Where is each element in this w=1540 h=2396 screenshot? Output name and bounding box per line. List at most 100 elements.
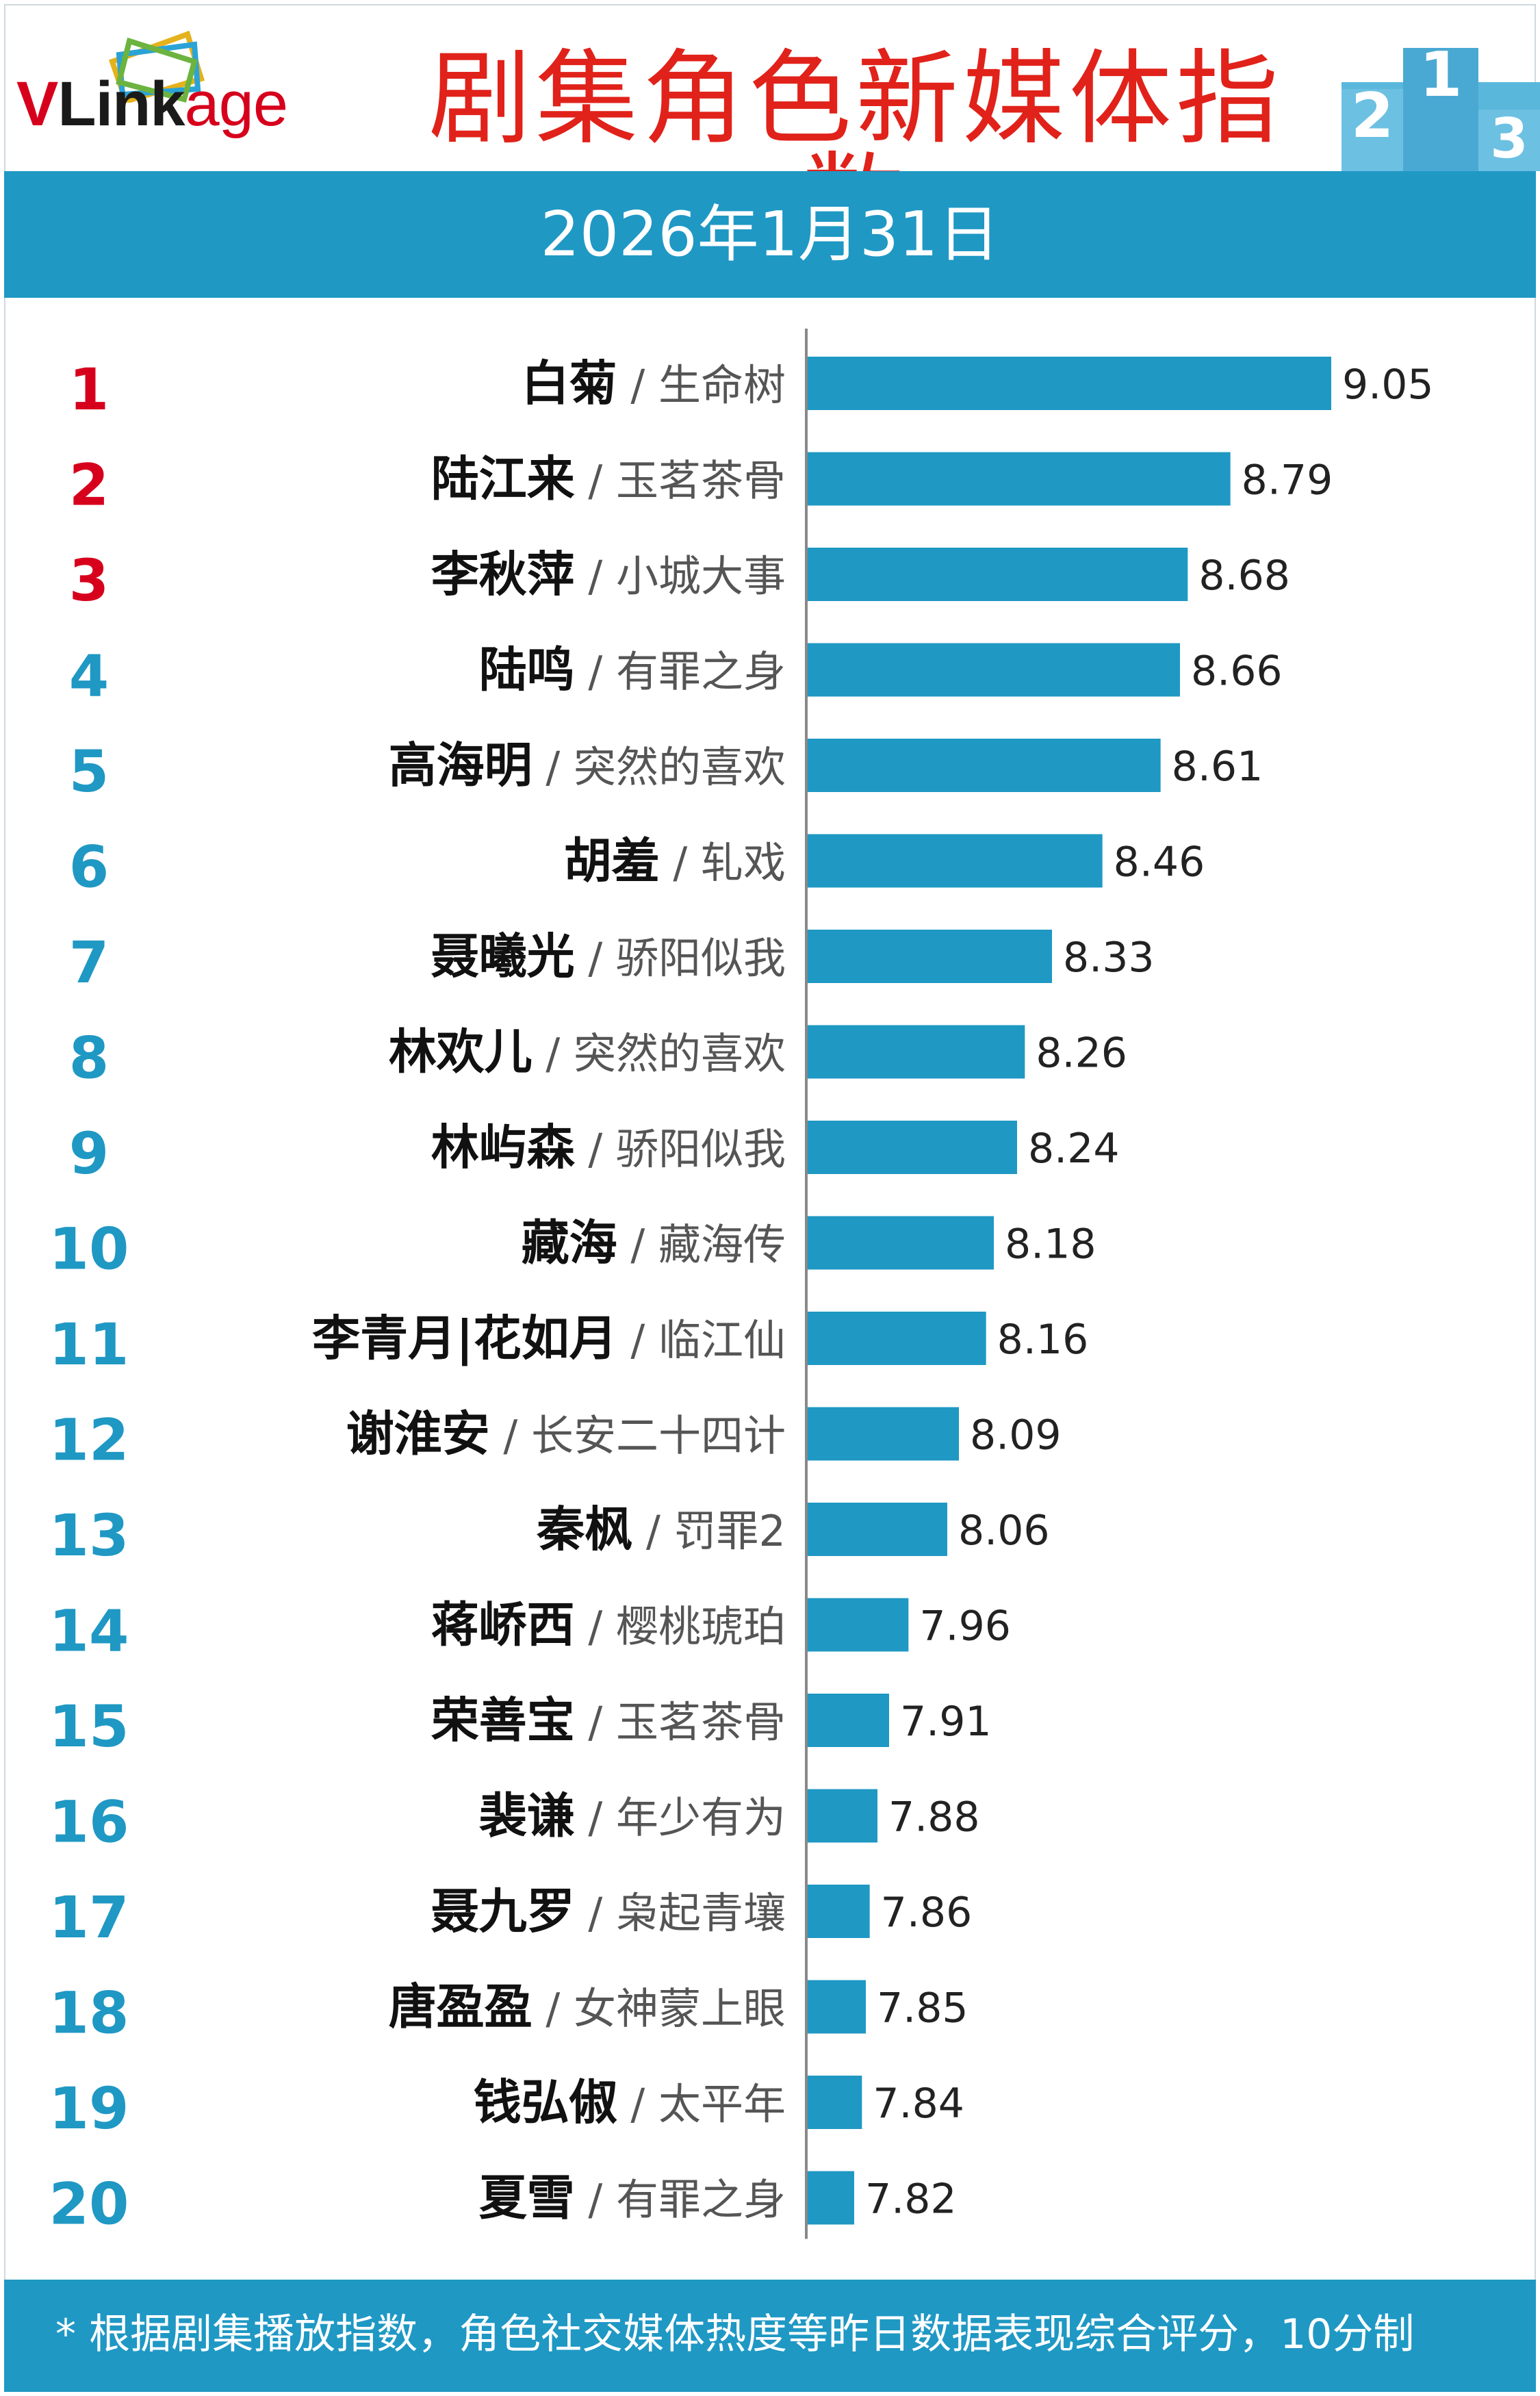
character-name: 谢淮安 (346, 1406, 490, 1462)
drama-name: / 生命树 (617, 360, 786, 410)
character-name: 蒋峤西 (431, 1597, 575, 1653)
drama-name: / 玉茗茶骨 (575, 456, 786, 506)
bar-label: 聂九罗 / 枭起青壤 (431, 1883, 786, 1939)
rank-number: 19 (49, 2075, 129, 2142)
value-label: 8.09 (970, 1412, 1062, 1460)
date-banner: 2026年1月31日 (4, 171, 1536, 298)
bar (808, 548, 1188, 601)
drama-name: / 太平年 (617, 2079, 786, 2129)
logo-cards-icon (108, 30, 205, 103)
bar (808, 357, 1331, 410)
bar-label: 夏雪 / 有罪之身 (479, 2170, 786, 2226)
rank-number: 7 (69, 929, 109, 996)
character-name: 裴谦 (479, 1788, 575, 1844)
bar-label: 蒋峤西 / 樱桃琥珀 (431, 1597, 786, 1653)
bar-label: 秦枫 / 罚罪2 (536, 1501, 786, 1557)
bar-label: 裴谦 / 年少有为 (479, 1788, 786, 1844)
drama-name: / 有罪之身 (575, 647, 786, 697)
bar-label: 高海明 / 突然的喜欢 (389, 737, 786, 793)
drama-name: / 玉茗茶骨 (575, 1697, 786, 1747)
bar (808, 834, 1103, 888)
svg-text:1: 1 (1420, 39, 1463, 111)
character-name: 李秋萍 (431, 546, 575, 602)
drama-name: / 突然的喜欢 (532, 742, 786, 792)
drama-name: / 女神蒙上眼 (532, 1984, 786, 2034)
value-label: 7.96 (919, 1603, 1011, 1651)
footer-note: * 根据剧集播放指数，角色社交媒体热度等昨日数据表现综合评分，10分制 (55, 2310, 1415, 2358)
value-label: 7.82 (865, 2176, 957, 2223)
value-label: 8.68 (1198, 552, 1290, 600)
value-label: 7.85 (877, 1985, 968, 2032)
character-name: 聂九罗 (431, 1883, 575, 1939)
drama-name: / 骄阳似我 (575, 1124, 786, 1174)
value-label: 8.18 (1005, 1221, 1096, 1269)
value-label: 8.26 (1036, 1030, 1127, 1078)
value-label: 8.46 (1114, 839, 1205, 887)
podium-icon: 2 1 3 (1342, 39, 1540, 171)
bar (808, 1312, 986, 1365)
character-name: 唐盈盈 (389, 1979, 532, 2035)
bar-label: 钱弘俶 / 太平年 (474, 2074, 786, 2130)
bar (808, 930, 1052, 983)
bar (808, 1694, 889, 1747)
bar-label: 藏海 / 藏海传 (522, 1215, 786, 1271)
bar-label: 林欢儿 / 突然的喜欢 (389, 1024, 786, 1080)
character-name: 陆江来 (431, 451, 575, 507)
date-label: 2026年1月31日 (540, 199, 1000, 270)
value-label: 9.05 (1342, 361, 1434, 409)
drama-name: / 骄阳似我 (575, 933, 786, 983)
rank-number: 18 (49, 1980, 129, 2047)
bar (808, 1789, 877, 1843)
bar-label: 白菊 / 生命树 (522, 355, 786, 411)
bar-label: 陆鸣 / 有罪之身 (479, 642, 786, 698)
drama-name: / 枭起青壤 (575, 1888, 786, 1938)
bar-label: 李秋萍 / 小城大事 (431, 546, 786, 602)
value-label: 7.88 (888, 1794, 980, 1841)
character-name: 藏海 (522, 1215, 617, 1271)
character-name: 荣善宝 (431, 1692, 575, 1748)
rank-number: 10 (49, 1216, 129, 1283)
logo-text: VLinkage (16, 69, 288, 139)
rank-number: 5 (69, 738, 109, 805)
bar (808, 1121, 1017, 1174)
bar-label: 谢淮安 / 长安二十四计 (346, 1406, 786, 1462)
rank-number: 11 (49, 1311, 129, 1378)
rank-number: 15 (49, 1693, 129, 1760)
rank-number: 8 (69, 1025, 109, 1092)
rank-number: 4 (69, 643, 109, 710)
drama-name: / 突然的喜欢 (532, 1029, 786, 1079)
rank-number: 2 (69, 452, 109, 519)
bar-label: 陆江来 / 玉茗茶骨 (431, 451, 786, 507)
vlinkage-logo: VLinkage (16, 14, 338, 151)
bar-label: 唐盈盈 / 女神蒙上眼 (389, 1979, 786, 2035)
value-label: 8.24 (1028, 1125, 1120, 1173)
rank-number: 14 (49, 1598, 129, 1665)
bar-label: 聂曦光 / 骄阳似我 (431, 928, 786, 984)
value-label: 7.91 (900, 1698, 992, 1746)
drama-name: / 长安二十四计 (490, 1411, 786, 1461)
bar-label: 荣善宝 / 玉茗茶骨 (431, 1692, 786, 1748)
value-label: 7.84 (873, 2080, 964, 2128)
character-name: 陆鸣 (479, 642, 575, 698)
drama-name: / 轧戏 (660, 838, 786, 888)
value-label: 8.16 (997, 1316, 1089, 1364)
svg-text:3: 3 (1490, 107, 1528, 170)
value-label: 8.66 (1191, 648, 1283, 696)
value-label: 8.61 (1172, 743, 1263, 791)
footer-banner: * 根据剧集播放指数，角色社交媒体热度等昨日数据表现综合评分，10分制 (4, 2280, 1536, 2392)
bar (808, 1885, 870, 1938)
rank-number: 13 (49, 1502, 129, 1569)
character-name: 钱弘俶 (474, 2074, 617, 2130)
svg-text:2: 2 (1351, 80, 1394, 152)
bar (808, 1980, 866, 2034)
rank-number: 20 (49, 2171, 129, 2238)
rank-number: 17 (49, 1884, 129, 1951)
ranking-bar-chart: 1 白菊 / 生命树 9.05 2 陆江来 / 玉茗茶骨 8.79 3 李秋萍 / 小城大事 8… (49, 329, 1434, 2239)
bar-label: 李青月|花如月 / 临江仙 (312, 1310, 786, 1366)
bar-label: 林屿森 / 骄阳似我 (431, 1119, 786, 1175)
character-name: 林欢儿 (389, 1024, 532, 1080)
bar (808, 1025, 1025, 1079)
drama-name: / 年少有为 (575, 1793, 786, 1843)
value-label: 8.33 (1063, 934, 1155, 982)
bar (808, 452, 1231, 506)
